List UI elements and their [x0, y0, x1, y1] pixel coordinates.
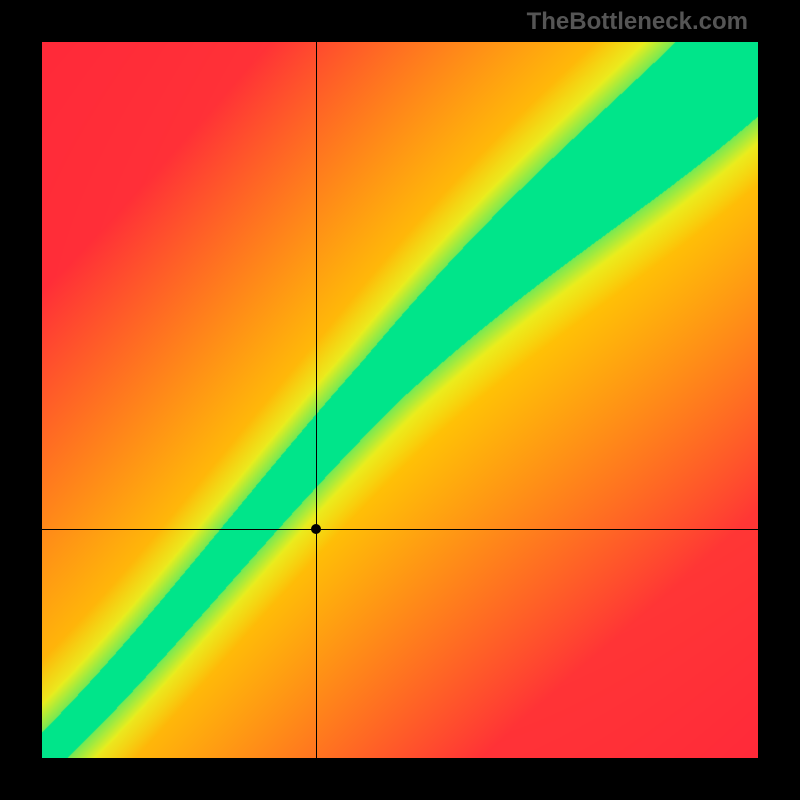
- crosshair-horizontal: [42, 529, 758, 530]
- border-bottom: [0, 758, 800, 800]
- crosshair-marker: [311, 524, 321, 534]
- border-right: [758, 0, 800, 800]
- chart-frame: TheBottleneck.com: [0, 0, 800, 800]
- crosshair-vertical: [316, 42, 317, 758]
- heatmap-canvas: [42, 42, 758, 758]
- watermark-text: TheBottleneck.com: [527, 8, 748, 36]
- plot-area: [42, 42, 758, 758]
- border-left: [0, 0, 42, 800]
